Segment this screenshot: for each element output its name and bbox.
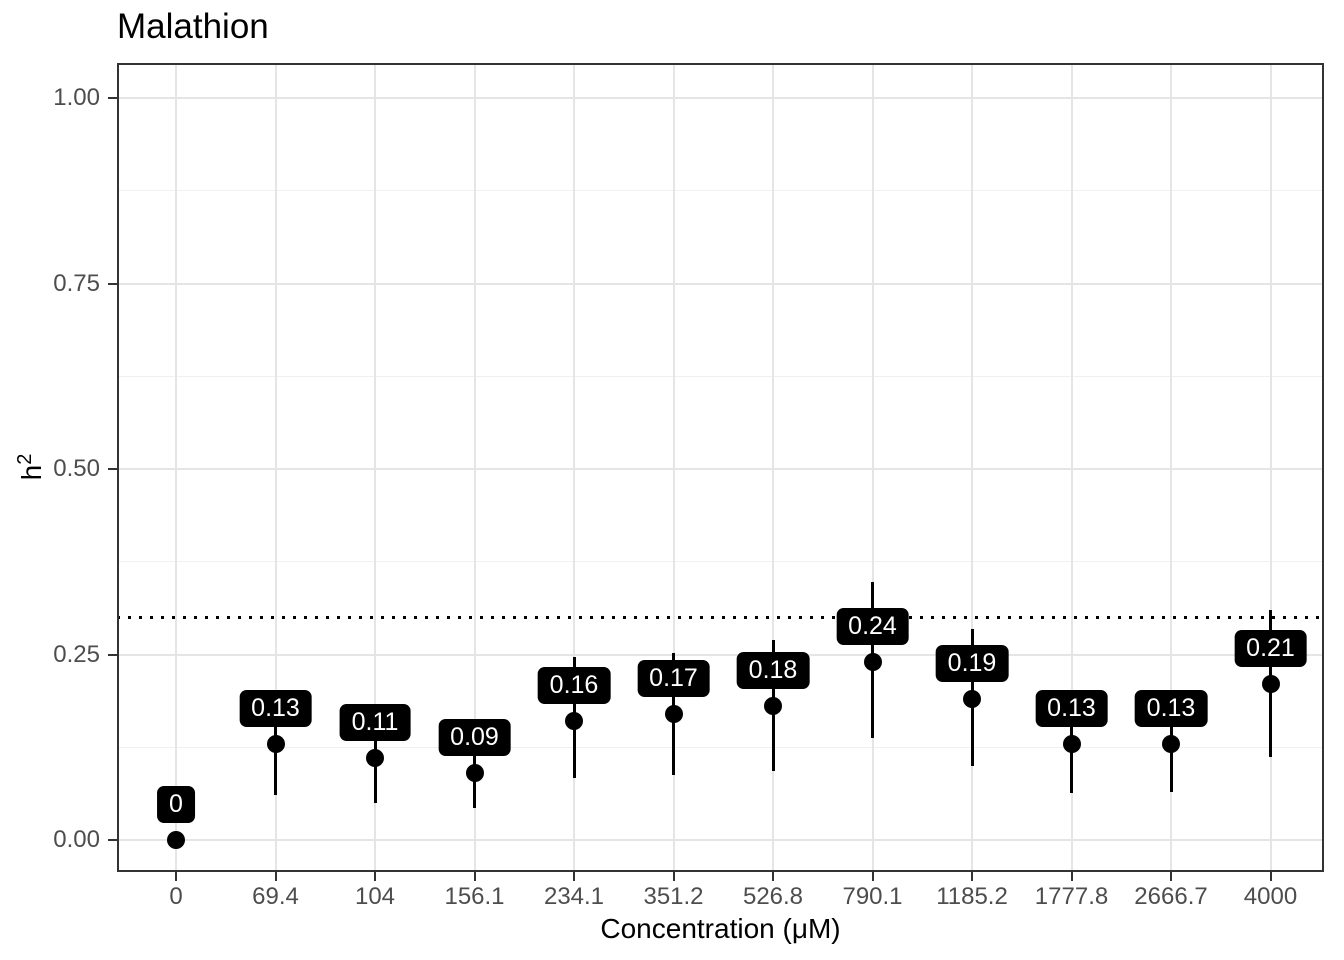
data-point: [565, 712, 583, 731]
x-tick-label: 790.1: [842, 883, 903, 910]
x-tick-mark: [1269, 872, 1272, 881]
point-label: 0.13: [1035, 689, 1108, 727]
data-point: [1261, 675, 1280, 694]
x-gridline-major: [871, 63, 874, 872]
data-point: [266, 734, 285, 753]
x-tick-label: 69.4: [252, 883, 299, 910]
y-gridline-major: [117, 468, 1324, 470]
x-gridline-major: [971, 63, 973, 872]
point-label: 0.17: [637, 659, 710, 697]
y-tick-label: 0.75: [53, 269, 100, 297]
x-gridline-major: [1170, 63, 1172, 872]
x-gridline-major: [175, 63, 177, 872]
plot-panel: 0 0.13 0.11 0.09 0.16 0.17 0.18 0.24 0.19 0.13 0.1…: [117, 63, 1324, 872]
y-gridline-minor: [117, 746, 1324, 748]
x-tick-label: 351.2: [643, 883, 704, 910]
x-tick-mark: [374, 872, 376, 881]
point-label: 0.21: [1234, 630, 1307, 668]
x-tick-label: 234.1: [543, 883, 605, 910]
x-tick-mark: [971, 872, 973, 881]
y-tick-mark: [108, 282, 117, 285]
x-tick-mark: [672, 872, 675, 881]
point-label: 0.19: [935, 645, 1009, 683]
data-point: [366, 749, 384, 768]
x-tick-label: 0: [169, 883, 183, 910]
x-gridline-major: [772, 63, 774, 872]
x-tick-label: 4000: [1243, 883, 1298, 910]
y-tick-label: 0.00: [53, 826, 100, 853]
y-tick-label: 0.25: [53, 640, 100, 668]
x-tick-mark: [175, 872, 177, 881]
point-label: 0.13: [1134, 689, 1208, 727]
x-gridline-major: [672, 63, 675, 872]
x-tick-mark: [772, 872, 774, 881]
y-gridline-minor: [117, 561, 1324, 563]
y-gridline-minor: [117, 375, 1324, 377]
x-axis-title: Concentration (μM): [600, 913, 841, 944]
point-label: 0.11: [339, 704, 411, 742]
point-label: 0.13: [239, 689, 312, 727]
y-gridline-major: [117, 653, 1324, 656]
x-tick-label: 1185.2: [936, 883, 1008, 910]
point-label: 0.16: [537, 667, 611, 705]
data-point: [863, 652, 882, 671]
data-point: [1162, 734, 1180, 753]
point-label: 0.24: [836, 607, 909, 645]
y-gridline-major: [117, 282, 1324, 285]
y-tick-mark: [108, 653, 117, 656]
y-axis-title: h2: [14, 454, 48, 481]
data-point: [167, 831, 185, 849]
data-point: [764, 697, 782, 716]
y-axis-title-base: h: [16, 464, 48, 481]
point-label: 0.09: [438, 719, 511, 757]
x-gridline-major: [1070, 63, 1073, 872]
x-tick-mark: [473, 872, 476, 881]
x-tick-label: 1777.8: [1034, 883, 1109, 910]
point-label: 0: [157, 786, 195, 823]
data-point: [465, 764, 484, 783]
x-tick-label: 2666.7: [1134, 883, 1208, 910]
y-tick-mark: [108, 839, 117, 841]
y-gridline-major: [117, 839, 1324, 841]
x-tick-mark: [871, 872, 874, 881]
x-tick-label: 526.8: [742, 883, 804, 910]
x-tick-mark: [1070, 872, 1073, 881]
x-gridline-major: [573, 63, 575, 872]
y-axis-title-superscript: 2: [13, 453, 36, 465]
y-gridline-major: [117, 97, 1324, 99]
x-tick-label: 104: [354, 883, 396, 910]
x-tick-mark: [1170, 872, 1172, 881]
data-point: [664, 704, 683, 723]
x-tick-label: 156.1: [444, 883, 505, 910]
data-point: [963, 690, 981, 709]
data-point: [1062, 734, 1081, 753]
x-gridline-major: [374, 63, 376, 872]
point-label: 0.18: [736, 652, 810, 690]
x-tick-mark: [274, 872, 277, 881]
plot-title: Malathion: [117, 7, 269, 46]
y-tick-mark: [108, 468, 117, 470]
y-tick-label: 1.00: [53, 84, 100, 111]
y-gridline-minor: [117, 190, 1324, 192]
y-tick-mark: [108, 97, 117, 99]
reference-line: [117, 615, 1324, 619]
x-tick-mark: [573, 872, 575, 881]
x-gridline-major: [1269, 63, 1272, 872]
y-tick-label: 0.50: [53, 455, 100, 482]
x-gridline-major: [274, 63, 277, 872]
x-gridline-major: [473, 63, 476, 872]
